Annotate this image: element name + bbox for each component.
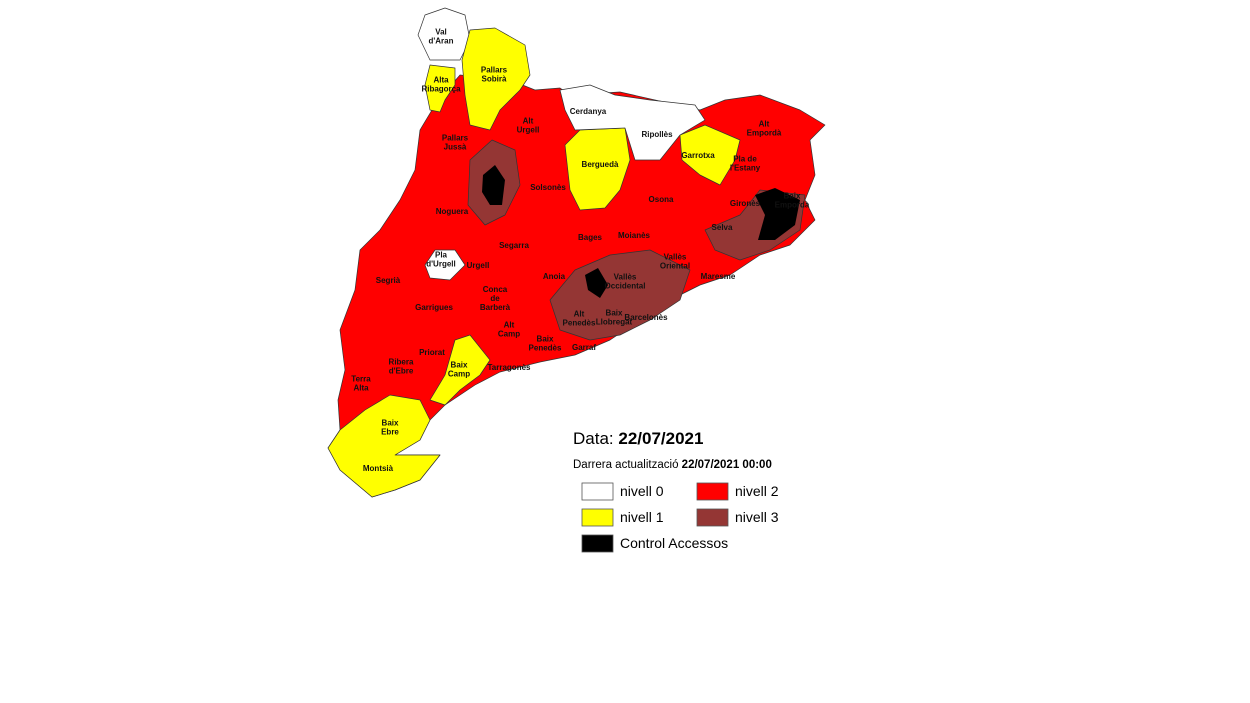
- region-label: Pallars: [442, 134, 469, 143]
- region-label: Alta: [353, 384, 369, 393]
- legend-label: nivell 0: [620, 483, 664, 499]
- region-nivell-1: [429, 334, 491, 406]
- region-label: Anoia: [543, 272, 566, 281]
- update-value: 22/07/2021 00:00: [682, 459, 772, 471]
- region-label: Baix: [382, 419, 399, 428]
- region-label: Empordà: [747, 129, 782, 138]
- region-label: d'Aran: [428, 37, 453, 46]
- legend-label: nivell 1: [620, 509, 664, 525]
- region-label: Baix: [537, 335, 554, 344]
- region-label: Gironès: [730, 199, 761, 208]
- region-nivell-1: [327, 394, 441, 498]
- legend-label: nivell 2: [735, 483, 779, 499]
- legend: nivell 0 nivell 2 nivell 1 nivell 3 Control …: [581, 482, 779, 553]
- region-label: Segarra: [499, 241, 529, 250]
- region-label: Garraf: [572, 343, 596, 352]
- region-label: Ebre: [381, 428, 399, 437]
- region-label: Llobregat: [596, 318, 633, 327]
- region-label: Segrià: [376, 276, 401, 285]
- date-line: Data: 22/07/2021: [573, 429, 703, 448]
- region-control-accessos: [585, 268, 608, 298]
- date-label: Data:: [573, 429, 614, 448]
- region-label: Pla: [435, 251, 448, 260]
- region-label: Alt: [759, 120, 770, 129]
- region-label: Urgell: [467, 261, 490, 270]
- region-label: Vallès: [614, 273, 637, 282]
- region-label: Occidental: [605, 282, 646, 291]
- update-line: Darrera actualització 22/07/2021 00:00: [573, 459, 772, 471]
- region-labels: Vald'AranPallarsSobiràAltaRibagorçaCerda…: [351, 28, 810, 474]
- region-label: Ribagorça: [421, 85, 461, 94]
- legend-label: Control Accessos: [620, 535, 728, 551]
- region-label: Camp: [448, 370, 470, 379]
- update-label: Darrera actualització: [573, 459, 678, 471]
- region-label: Barberà: [480, 303, 511, 312]
- legend-swatch: [581, 534, 614, 553]
- region-label: Penedès: [563, 319, 596, 328]
- region-nivell-1: [424, 64, 456, 113]
- region-label: Terra: [351, 375, 371, 384]
- region-label: Urgell: [517, 126, 540, 135]
- region-label: Moianès: [618, 231, 651, 240]
- region-label: Ripollès: [641, 130, 673, 139]
- legend-label: nivell 3: [735, 509, 779, 525]
- date-value: 22/07/2021: [618, 429, 703, 448]
- region-label: Osona: [649, 195, 674, 204]
- region-label: Pallars: [481, 66, 508, 75]
- region-label: Garrotxa: [681, 151, 715, 160]
- region-label: Cerdanya: [570, 107, 607, 116]
- region-label: Camp: [498, 330, 520, 339]
- region-control-accessos: [755, 188, 800, 240]
- region-label: Priorat: [419, 348, 445, 357]
- region-label: Selva: [712, 223, 733, 232]
- region-control-accessos: [482, 165, 505, 205]
- region-label: Bages: [578, 233, 603, 242]
- region-label: Alt: [523, 117, 534, 126]
- region-label: de: [490, 294, 500, 303]
- region-label: Baix: [784, 192, 801, 201]
- region-label: Alta: [433, 76, 449, 85]
- region-label: Barcelonès: [624, 313, 668, 322]
- region-label: Conca: [483, 285, 508, 294]
- region-label: Empordà: [775, 201, 810, 210]
- legend-swatch: [581, 482, 614, 501]
- region-label: Solsonès: [530, 183, 566, 192]
- region-label: Sobirà: [482, 75, 507, 84]
- region-label: Val: [435, 28, 447, 37]
- region-label: Berguedà: [582, 160, 619, 169]
- region-label: Pla de: [733, 155, 757, 164]
- region-nivell-1: [461, 27, 531, 131]
- region-label: Maresme: [701, 272, 736, 281]
- region-label: Alt: [574, 310, 585, 319]
- region-label: d'Urgell: [426, 260, 455, 269]
- region-label: Montsià: [363, 464, 394, 473]
- region-nivell-3: [549, 249, 691, 341]
- region-label: Garrigues: [415, 303, 453, 312]
- region-label: Oriental: [660, 262, 690, 271]
- region-label: Baix: [451, 361, 468, 370]
- region-nivell-0: [417, 7, 471, 61]
- region-label: Vallès: [664, 253, 687, 262]
- region-nivell-0: [424, 249, 466, 281]
- region-label: Ribera: [389, 358, 414, 367]
- catalonia-map: [327, 7, 826, 498]
- region-label: Jussà: [444, 143, 467, 152]
- region-label: Baix: [606, 309, 623, 318]
- region-label: l'Estany: [730, 164, 761, 173]
- region-label: Tarragonès: [488, 363, 532, 372]
- legend-panel: Data: 22/07/2021 Darrera actualització 2…: [573, 429, 779, 553]
- legend-swatch: [581, 508, 614, 527]
- legend-swatch: [696, 508, 729, 527]
- region-label: Alt: [504, 321, 515, 330]
- region-label: Noguera: [436, 207, 469, 216]
- legend-swatch: [696, 482, 729, 501]
- region-nivell-0: [559, 84, 706, 161]
- region-label: d'Ebre: [389, 367, 414, 376]
- region-label: Penedès: [529, 344, 562, 353]
- region-nivell-1: [679, 124, 741, 186]
